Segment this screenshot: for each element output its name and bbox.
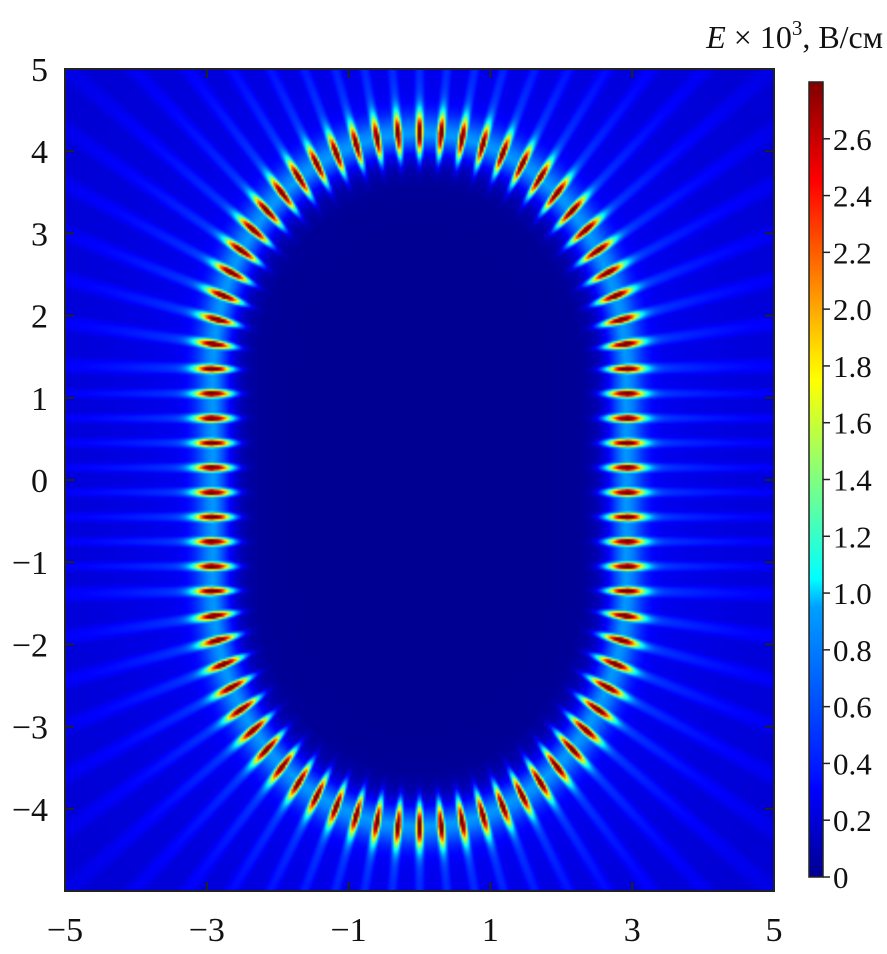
colorbar-tick-label: 1.6: [833, 406, 872, 441]
colorbar-tick-label: 2.0: [833, 292, 872, 327]
colorbar-tick-label: 0: [833, 860, 849, 895]
colorbar-title-variable: E: [705, 19, 726, 55]
x-tick-label: −1: [331, 912, 367, 949]
x-tick-label: −5: [47, 912, 83, 949]
y-tick-label: −1: [12, 545, 48, 582]
y-tick-label: −2: [12, 627, 48, 664]
colorbar-title-unit: , В/см: [802, 19, 883, 55]
colorbar-tick-label: 0.6: [833, 690, 872, 725]
colorbar-tick-label: 2.6: [833, 122, 872, 157]
colorbar-tick-label: 0.8: [833, 633, 872, 668]
y-tick-label: 2: [31, 299, 48, 336]
x-tick-label: 1: [482, 912, 499, 949]
y-tick-label: 4: [31, 134, 48, 171]
x-tick-label: −3: [189, 912, 225, 949]
y-tick-label: 5: [31, 52, 48, 89]
colorbar-tick-label: 2.2: [833, 235, 872, 270]
colorbar-title: E × 103, В/см: [705, 16, 883, 55]
plot-area: [64, 68, 775, 892]
y-tick-label: 0: [31, 463, 48, 500]
y-tick-label: 3: [31, 216, 48, 253]
colorbar-tick-label: 0.2: [833, 803, 872, 838]
colorbar: 0 0.2 0.4 0.6 0.8 1.0 1.2 1.4 1.6 1.8 2.0 2.2 2.4 2.6…: [705, 16, 883, 895]
colorbar-tick-label: 1.4: [833, 463, 872, 498]
y-axis: 5 4 3 2 1 0 −1 −2 −3 −4: [12, 52, 774, 829]
y-tick-label: −3: [12, 710, 48, 747]
colorbar-tick-label: 1.2: [833, 519, 872, 554]
x-tick-label: 5: [766, 912, 783, 949]
y-tick-label: 1: [31, 381, 48, 418]
colorbar-title-exponent: 3: [792, 16, 803, 40]
colorbar-tick-label: 1.0: [833, 576, 872, 611]
colorbar-gradient: [808, 81, 824, 878]
colorbar-ticks: 0 0.2 0.4 0.6 0.8 1.0 1.2 1.4 1.6 1.8 2.0 2.2 2.4 2.6: [823, 122, 872, 895]
x-tick-label: 3: [624, 912, 641, 949]
colorbar-tick-label: 0.4: [833, 746, 872, 781]
y-tick-label: −4: [12, 792, 48, 829]
x-axis: −5 −3 −1 1 3 5: [47, 69, 783, 949]
colorbar-tick-label: 1.8: [833, 349, 872, 384]
field-heatmap: [65, 69, 774, 891]
colorbar-tick-label: 2.4: [833, 179, 872, 214]
colorbar-title-multiplier: × 10: [726, 19, 792, 55]
